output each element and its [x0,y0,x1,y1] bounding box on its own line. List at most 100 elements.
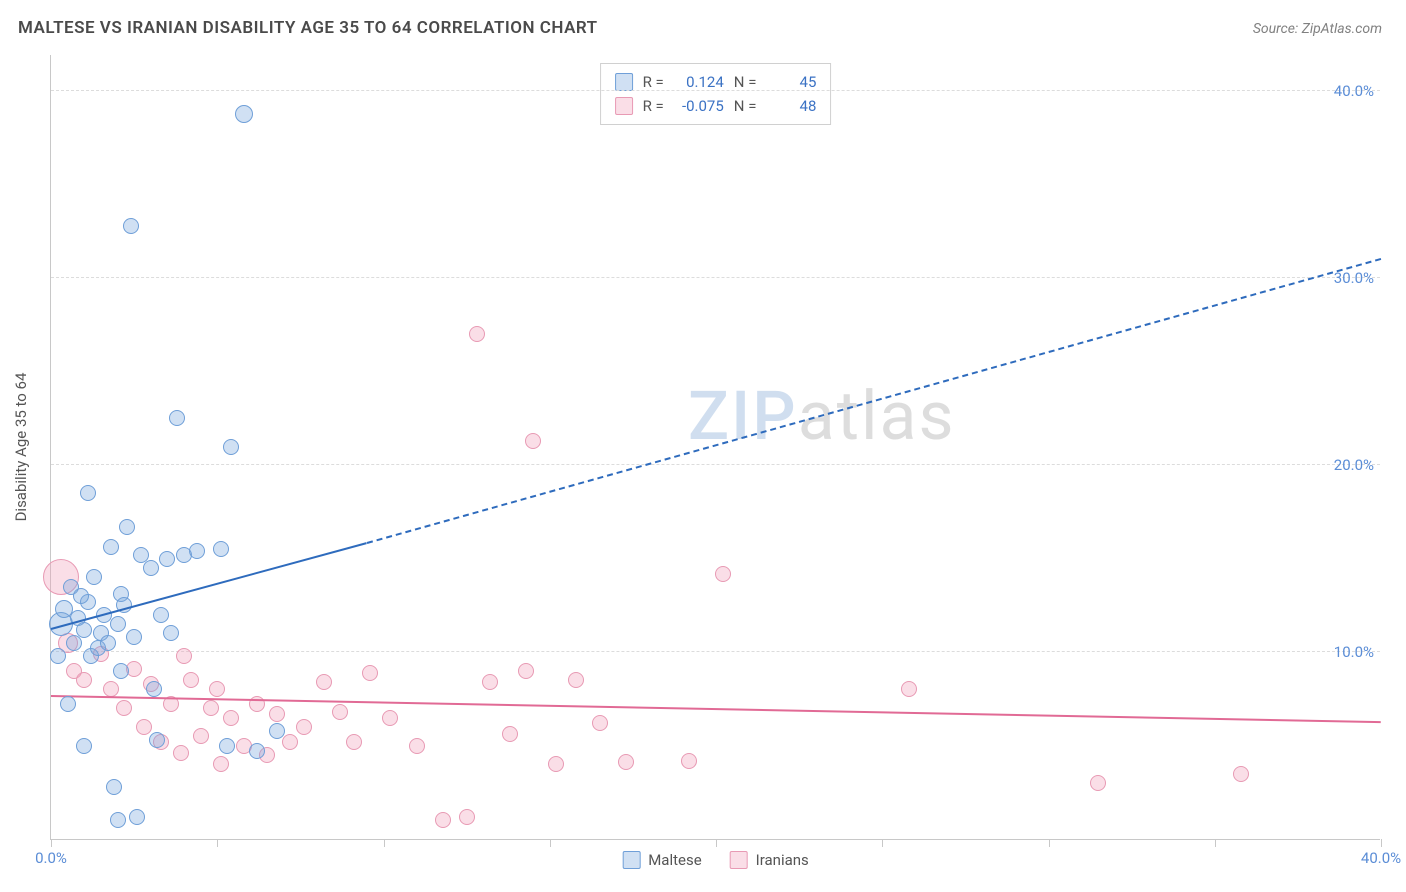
stats-legend-box: R = 0.124 N = 45 R = -0.075 N = 48 [600,63,832,125]
data-point-maltese [223,439,239,455]
data-point-maltese [106,779,122,795]
n-value-iranians: 48 [766,94,816,118]
x-tick [1381,839,1382,847]
data-point-maltese [80,485,96,501]
data-point-maltese [249,743,265,759]
swatch-maltese-icon [615,73,633,91]
data-point-iranians [316,674,332,690]
data-point-iranians [173,745,189,761]
x-tick [716,839,717,847]
gridline [51,464,1380,465]
data-point-iranians [1233,766,1249,782]
x-tick-label: 0.0% [35,849,67,867]
data-point-iranians [518,663,534,679]
data-point-iranians [332,704,348,720]
data-point-maltese [73,588,89,604]
data-point-iranians [502,726,518,742]
trendline-dash-maltese [367,258,1382,544]
x-tick [550,839,551,847]
data-point-iranians [223,710,239,726]
data-point-iranians [681,753,697,769]
stats-row-iranians: R = -0.075 N = 48 [615,94,817,118]
source-attribution: Source: ZipAtlas.com [1253,21,1382,37]
trendline-maltese [51,542,367,630]
data-point-maltese [86,569,102,585]
data-point-maltese [110,812,126,828]
data-point-iranians [435,812,451,828]
data-point-maltese [113,663,129,679]
data-point-iranians [568,672,584,688]
data-point-iranians [482,674,498,690]
data-point-maltese [129,809,145,825]
data-point-maltese [100,635,116,651]
data-point-maltese [169,410,185,426]
r-value-iranians: -0.075 [674,94,724,118]
data-point-iranians [282,734,298,750]
data-point-iranians [136,719,152,735]
data-point-maltese [219,738,235,754]
data-point-maltese [159,551,175,567]
data-point-iranians [1090,775,1106,791]
x-tick [1215,839,1216,847]
x-tick [1049,839,1050,847]
data-point-maltese [153,607,169,623]
r-label: R = [643,94,664,118]
data-point-iranians [346,734,362,750]
data-point-iranians [715,566,731,582]
data-point-maltese [213,541,229,557]
data-point-maltese [235,105,253,123]
data-point-iranians [193,728,209,744]
scatter-chart: Disability Age 35 to 64 ZIPatlas R = 0.1… [50,55,1380,840]
x-tick-label: 40.0% [1361,849,1401,867]
data-point-maltese [123,218,139,234]
gridline [51,90,1380,91]
legend-label-maltese: Maltese [648,851,701,869]
data-point-maltese [60,696,76,712]
data-point-iranians [469,326,485,342]
data-point-maltese [76,622,92,638]
legend-item-iranians: Iranians [730,851,809,869]
data-point-maltese [126,629,142,645]
chart-title: MALTESE VS IRANIAN DISABILITY AGE 35 TO … [18,18,598,38]
data-point-iranians [209,681,225,697]
legend-label-iranians: Iranians [756,851,809,869]
n-label: N = [734,94,757,118]
data-point-maltese [66,635,82,651]
data-point-iranians [618,754,634,770]
bottom-legend: Maltese Iranians [622,851,809,869]
x-tick [217,839,218,847]
data-point-iranians [459,809,475,825]
data-point-iranians [296,719,312,735]
data-point-iranians [382,710,398,726]
gridline [51,651,1380,652]
data-point-maltese [103,539,119,555]
swatch-iranians-icon [730,851,748,869]
swatch-maltese-icon [622,851,640,869]
data-point-iranians [203,700,219,716]
y-tick-label: 10.0% [1334,643,1374,661]
gridline [51,277,1380,278]
data-point-maltese [163,625,179,641]
data-point-iranians [525,433,541,449]
swatch-iranians-icon [615,97,633,115]
data-point-maltese [110,616,126,632]
data-point-maltese [189,543,205,559]
data-point-maltese [76,738,92,754]
data-point-iranians [269,706,285,722]
watermark-zip: ZIP [688,376,798,456]
data-point-iranians [116,700,132,716]
data-point-iranians [901,681,917,697]
data-point-iranians [183,672,199,688]
legend-item-maltese: Maltese [622,851,701,869]
x-tick [882,839,883,847]
data-point-iranians [76,672,92,688]
y-tick-label: 40.0% [1334,82,1374,100]
data-point-maltese [269,723,285,739]
data-point-iranians [548,756,564,772]
x-tick [51,839,52,847]
y-tick-label: 20.0% [1334,456,1374,474]
x-tick [384,839,385,847]
data-point-iranians [176,648,192,664]
data-point-iranians [213,756,229,772]
y-tick-label: 30.0% [1334,269,1374,287]
